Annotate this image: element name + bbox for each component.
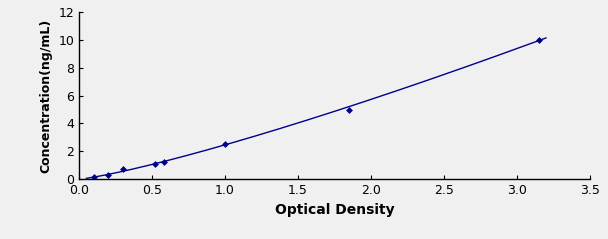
Y-axis label: Concentration(ng/mL): Concentration(ng/mL) [40,18,53,173]
X-axis label: Optical Density: Optical Density [275,203,394,217]
